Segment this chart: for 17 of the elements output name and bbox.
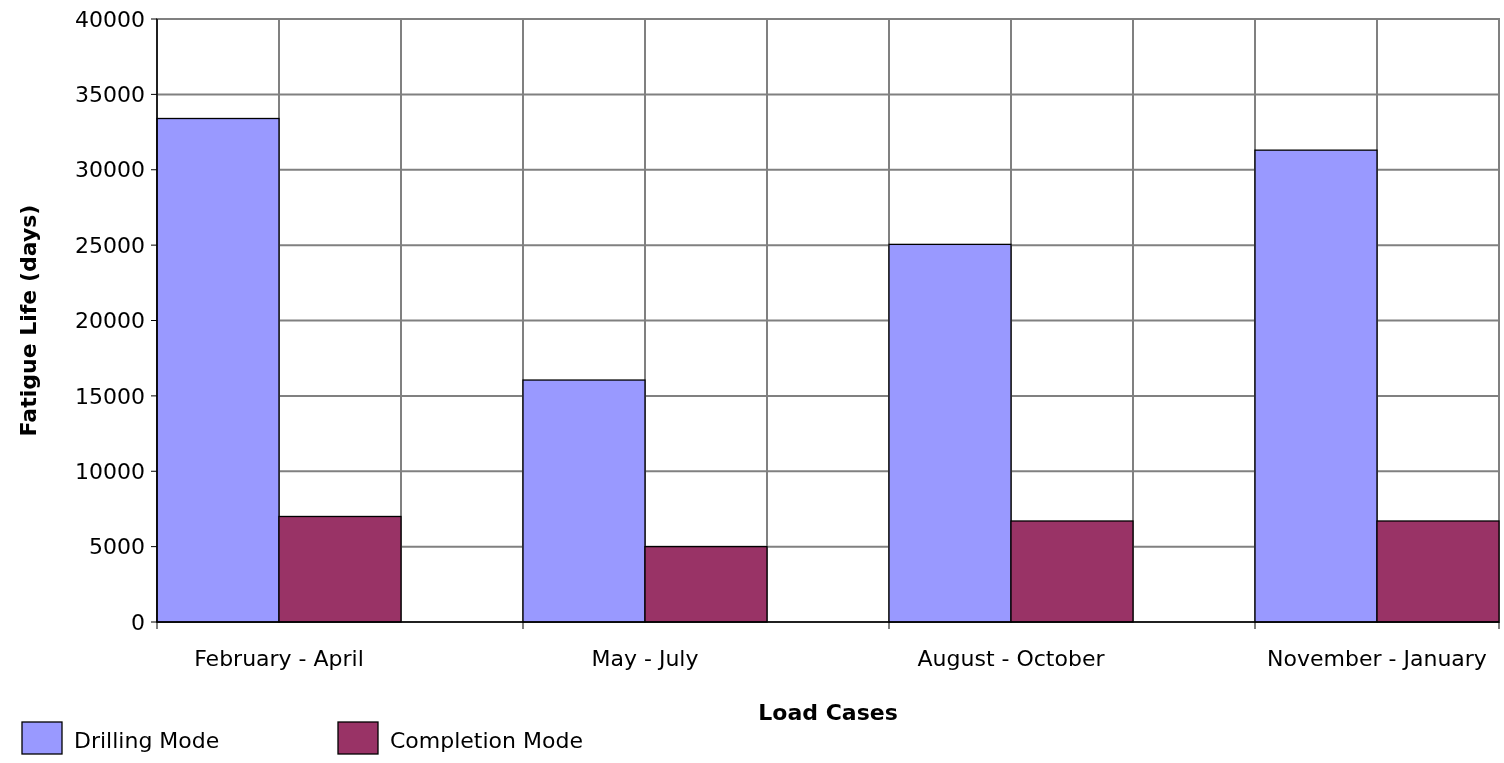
legend-label: Drilling Mode (74, 728, 220, 753)
x-tick-label: May - July (591, 646, 699, 671)
x-tick-label: November - January (1267, 646, 1487, 671)
x-tick-label: February - April (194, 646, 364, 671)
y-tick-label: 15000 (75, 383, 145, 409)
y-tick-label: 5000 (89, 534, 145, 560)
x-tick-label: August - October (917, 646, 1106, 671)
y-tick-label: 10000 (75, 458, 145, 484)
y-tick-label: 30000 (75, 157, 145, 183)
legend-label: Completion Mode (390, 728, 583, 753)
y-tick-label: 20000 (75, 308, 145, 334)
y-tick-label: 0 (131, 609, 145, 635)
x-axis-title: Load Cases (758, 700, 898, 725)
y-axis-title: Fatigue Life (days) (16, 204, 41, 437)
y-tick-label: 35000 (75, 82, 145, 108)
y-tick-label: 40000 (75, 6, 145, 32)
y-tick-label: 25000 (75, 232, 145, 258)
